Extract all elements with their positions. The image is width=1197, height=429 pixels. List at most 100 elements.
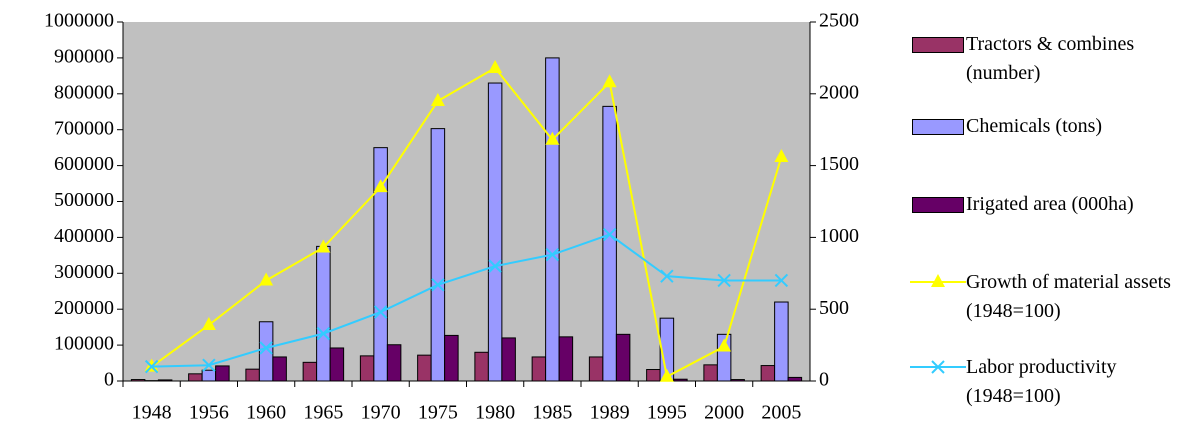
y-tick-label: 0 [104,369,114,391]
legend-swatch [910,30,966,59]
bar [487,82,503,382]
legend-label: Irigated area (000ha) [966,193,1134,215]
bar [474,351,489,382]
legend-swatch [910,353,966,382]
y2-tick-label: 0 [819,369,829,391]
bar [130,379,146,382]
y-tick-label: 1000000 [44,10,114,32]
legend-swatch [910,112,966,141]
y-tick-label: 500000 [54,189,114,211]
x-tick-label: 1995 [647,402,687,424]
bar [302,361,318,382]
bar [157,379,173,382]
line [151,66,783,379]
bar [258,321,274,382]
marker [488,259,502,273]
bar [272,356,287,382]
marker [431,278,445,292]
bar [245,368,260,382]
y2-tick-label: 1000 [819,225,859,247]
y-tick-label: 800000 [54,81,114,103]
marker [259,341,273,355]
x-tick-label: 1989 [590,402,630,424]
bar [386,344,402,382]
x-tick-label: 1965 [303,402,343,424]
x-tick-label: 2005 [761,402,801,424]
bar [201,369,217,382]
bar [215,365,230,382]
y2-tick-label: 1500 [819,153,859,175]
marker [717,338,732,352]
legend-entry: Labor productivity (1948=100) [910,353,1195,411]
bar [417,354,432,382]
legend-entry: Chemicals (tons) [910,112,1195,141]
bar [558,336,574,382]
marker [430,92,445,106]
bar [615,333,631,382]
bar [359,355,375,382]
x-tick-label: 2000 [704,402,744,424]
marker [545,247,560,262]
bar [329,347,345,382]
x-tick-label: 1975 [418,402,458,424]
bar [673,378,688,382]
bar [430,128,446,382]
x-tick-label: 1956 [189,402,229,424]
x-tick-label: 1980 [475,402,515,424]
bar [373,147,388,382]
y-tick-label: 900000 [54,45,114,67]
marker [717,273,731,288]
marker [488,59,503,73]
legend-entry: Tractors & combines (number) [910,30,1195,88]
x-tick-label: 1985 [532,402,572,424]
y-tick-label: 200000 [54,297,114,319]
marker [144,358,159,372]
y-tick-label: 100000 [54,333,114,355]
marker [373,179,388,193]
bar [760,365,776,382]
marker [144,359,159,374]
x-tick-label: 1960 [246,402,286,424]
plot-area [123,22,810,381]
marker [202,358,216,372]
marker [259,272,274,286]
bar [501,337,516,382]
marker [774,148,789,162]
x-tick-label: 1948 [132,402,172,424]
y-tick-label: 300000 [54,261,114,283]
marker [602,227,617,242]
bar [703,364,718,382]
bar [646,369,661,382]
bar [602,105,617,382]
bar [444,334,459,382]
bar [730,379,745,382]
bar [531,356,547,382]
y2-tick-label: 500 [819,297,849,319]
bar [588,356,604,382]
marker [316,239,331,253]
y-tick-label: 700000 [54,117,114,139]
y-tick-label: 600000 [54,153,114,175]
y-tick-label: 400000 [54,225,114,247]
legend-label: Labor productivity (1948=100) [966,356,1117,407]
legend-swatch [910,190,966,219]
y2-tick-label: 2000 [819,81,859,103]
marker [373,305,388,319]
bar [188,373,203,382]
marker [545,131,560,145]
y2-tick-label: 2500 [819,10,859,32]
x-tick-label: 1970 [361,402,401,424]
bar [774,301,789,382]
legend-label: Tractors & combines (number) [966,33,1135,84]
line [151,233,782,368]
marker [316,326,331,341]
legend-label: Growth of material assets (1948=100) [966,271,1171,322]
marker [659,368,674,382]
marker [660,269,674,283]
marker [201,316,216,330]
marker [602,74,617,88]
legend-label: Chemicals (tons) [966,115,1103,137]
legend-entry: Growth of material assets (1948=100) [910,268,1195,326]
